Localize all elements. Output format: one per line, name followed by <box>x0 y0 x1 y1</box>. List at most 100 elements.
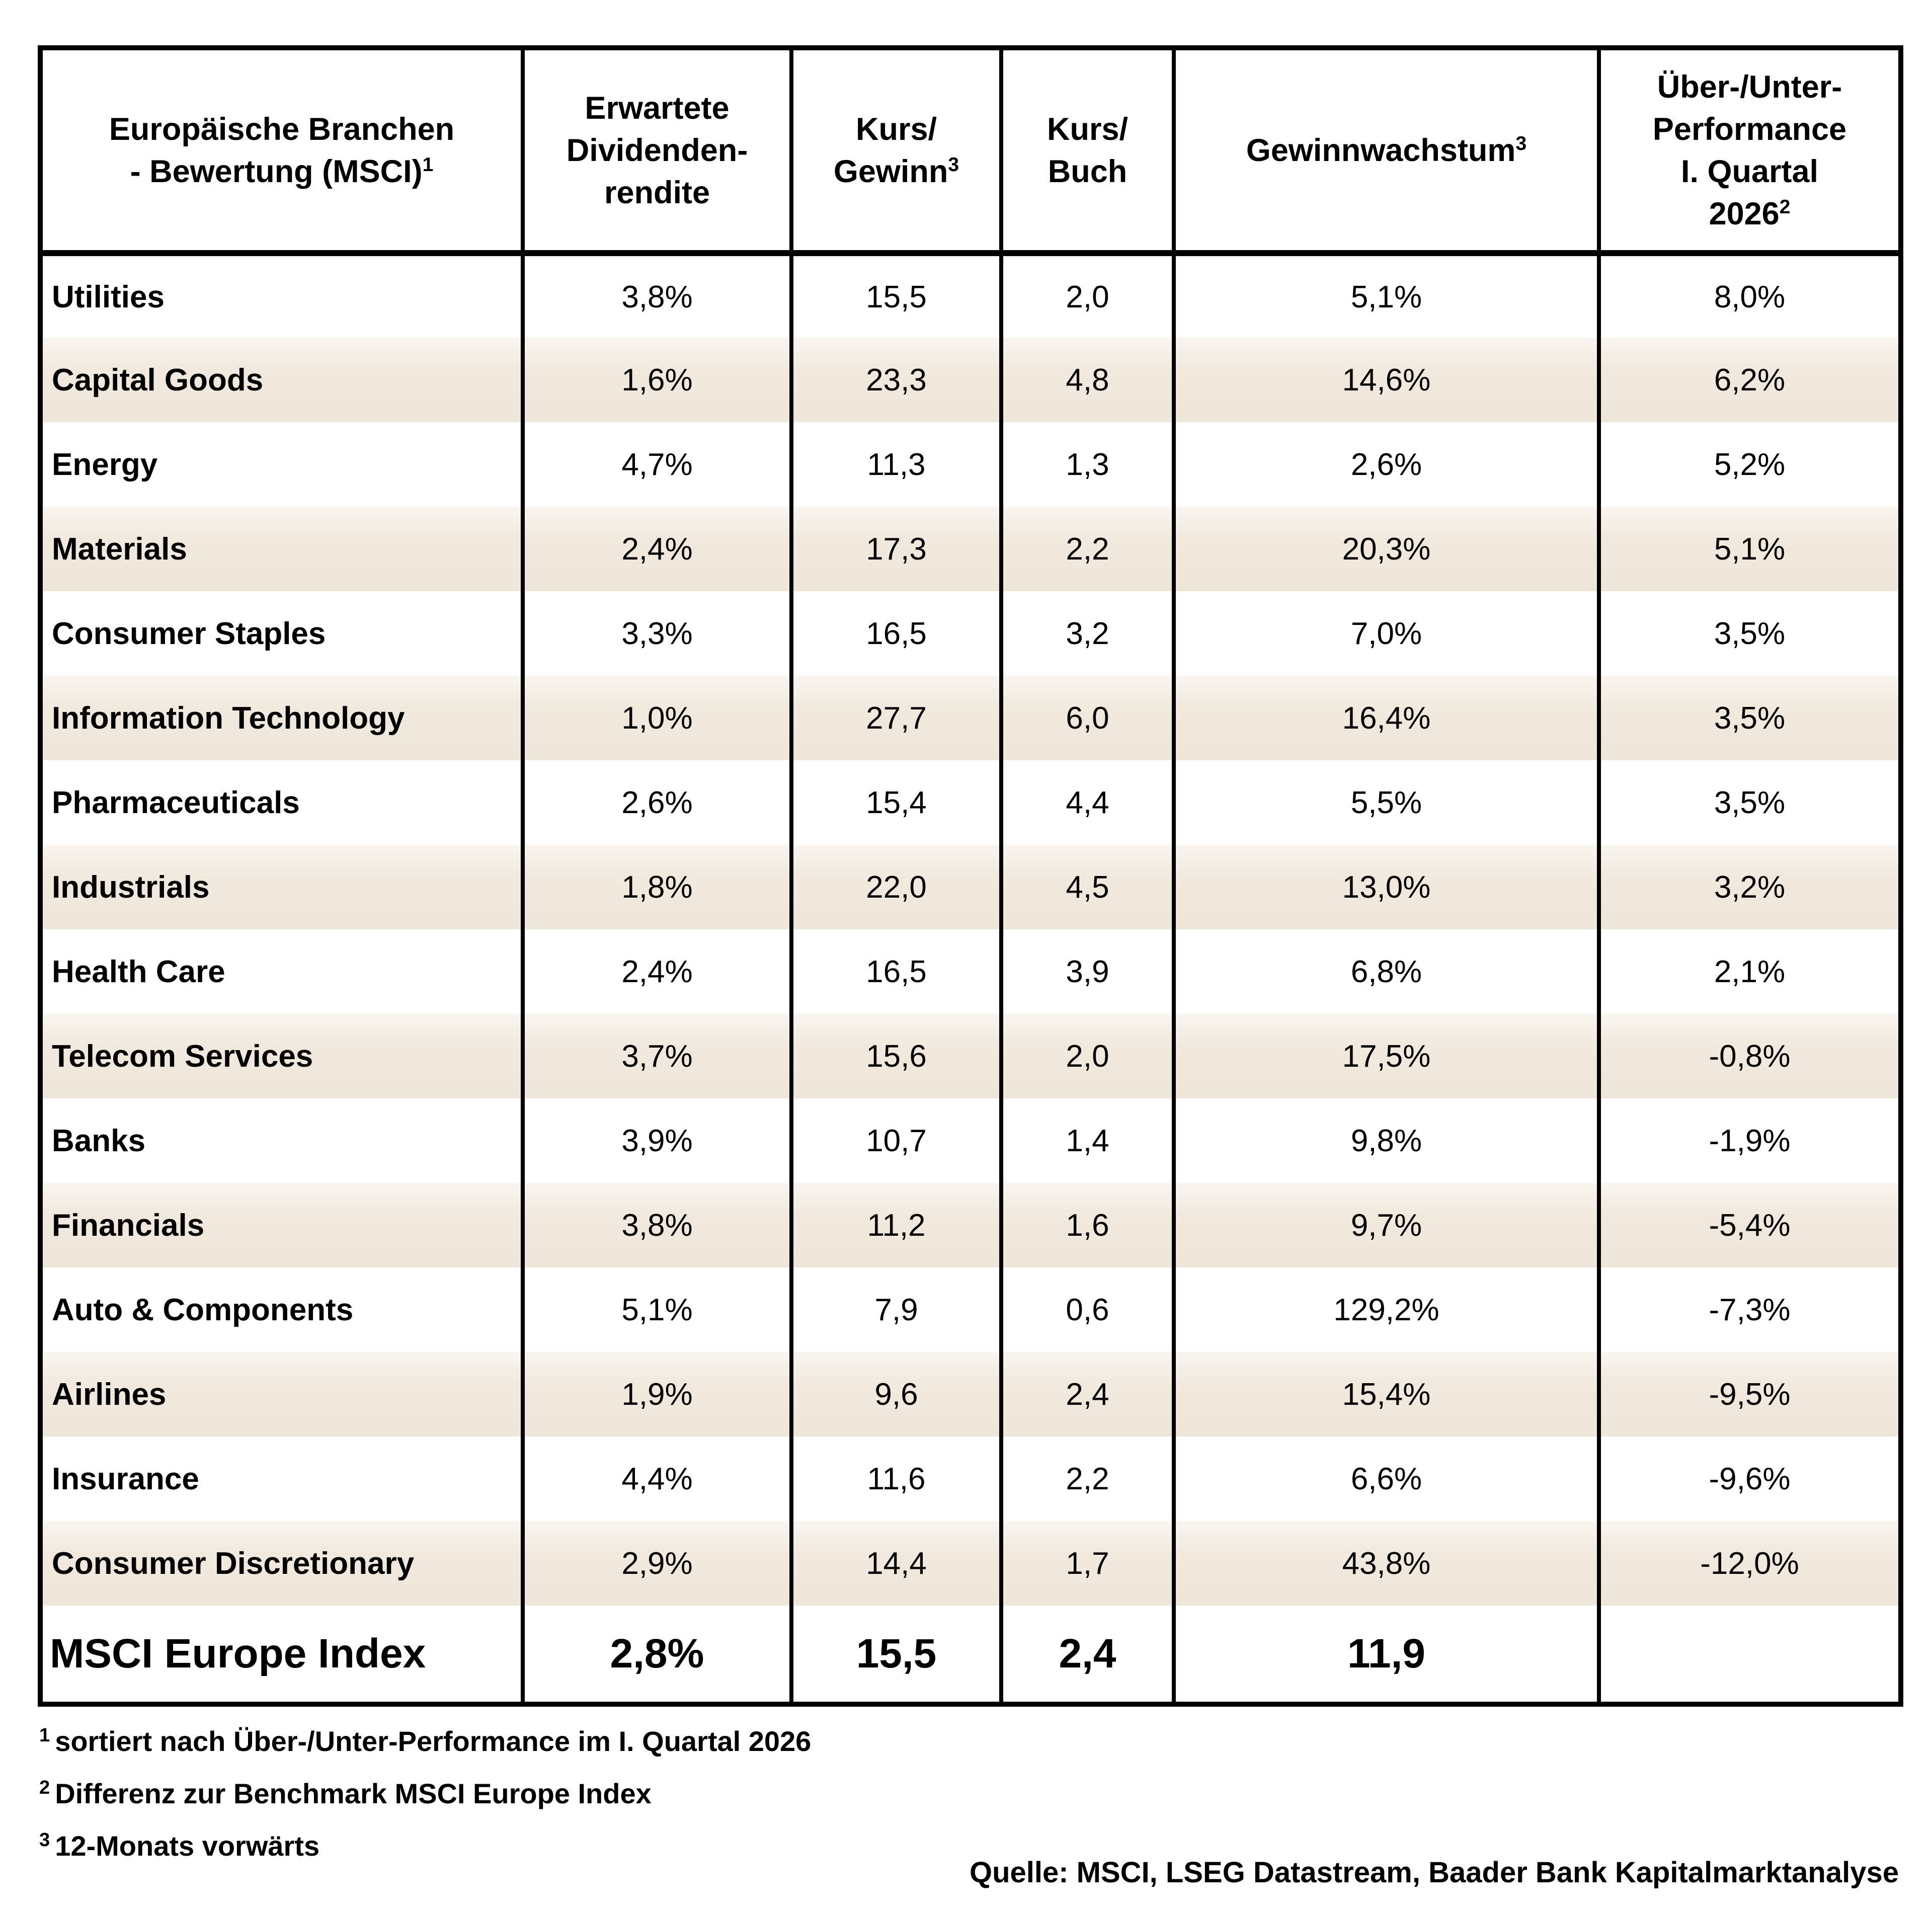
sector-cell: Consumer Discretionary <box>40 1521 523 1606</box>
value-cell: 10,7 <box>789 1098 1001 1183</box>
value-cell: 15,6 <box>789 1014 1001 1098</box>
footnote-marker: 1 <box>422 154 434 176</box>
table-row: Insurance 4,4% 11,6 2,2 6,6% -9,6% <box>40 1437 1901 1521</box>
sector-cell: Energy <box>52 447 158 482</box>
header-row: Europäische Branchen - Bewertung (MSCI)1 E… <box>40 48 1901 256</box>
table-row: Consumer Discretionary 2,9% 14,4 1,7 43,8% -1… <box>40 1521 1901 1606</box>
sector-cell: Insurance <box>52 1461 199 1496</box>
sector-cell: Telecom Services <box>40 1014 523 1098</box>
header-cell-4: Gewinnwachstum3 <box>1172 48 1599 256</box>
source-line: Quelle: MSCI, LSEG Datastream, Baader Ba… <box>969 1856 1899 1889</box>
footnote-2: 2 Differenz zur Benchmark MSCI Europe Ind… <box>39 1777 811 1810</box>
value-cell: 9,6 <box>789 1352 1001 1437</box>
value-cell: 129,2% <box>1172 1267 1599 1352</box>
table-row: Materials 2,4% 17,3 2,2 20,3% 5,1% <box>40 507 1901 591</box>
value-cell: -7,3% <box>1597 1267 1901 1352</box>
value-cell: 2,9% <box>521 1521 791 1606</box>
table-row: Consumer Staples 3,3% 16,5 3,2 7,0% 3,5% <box>40 591 1901 676</box>
sector-cell: Capital Goods <box>40 338 523 422</box>
sector-cell: Airlines <box>40 1352 523 1437</box>
value-cell: 3,5% <box>1597 591 1901 676</box>
table-row: Information Technology 1,0% 27,7 6,0 16,4% 3,… <box>40 676 1901 760</box>
value-cell: 15,5 <box>789 253 1001 338</box>
value-cell: 6,6% <box>1172 1437 1599 1521</box>
value-cell: 15,4% <box>1172 1352 1599 1437</box>
value-cell: 2,6% <box>521 760 791 845</box>
value-cell: 9,7% <box>1172 1183 1599 1267</box>
table-row: Banks 3,9% 10,7 1,4 9,8% -1,9% <box>40 1098 1901 1183</box>
footnotes: 1 sortiert nach Über-/Unter-Performance i… <box>39 1725 811 1882</box>
value-cell: 2,1% <box>1597 929 1901 1014</box>
value-cell: 1,9% <box>521 1352 791 1437</box>
sector-cell: Information Technology <box>40 676 523 760</box>
sector-valuation-table: Europäische Branchen - Bewertung (MSCI)1 E… <box>38 45 1903 1707</box>
value-cell: 0,6 <box>999 1267 1174 1352</box>
value-cell: 2,2 <box>999 1437 1174 1521</box>
value-cell: 13,0% <box>1172 845 1599 929</box>
value-cell: 23,3 <box>789 338 1001 422</box>
value-cell: 5,2% <box>1597 422 1901 507</box>
value-cell: 22,0 <box>789 845 1001 929</box>
value-cell: -9,6% <box>1597 1437 1901 1521</box>
value-cell: 4,4 <box>999 760 1174 845</box>
header-cell-0: Europäische Branchen - Bewertung (MSCI)1 <box>40 48 523 256</box>
value-cell: 3,5% <box>1597 676 1901 760</box>
value-cell: 5,5% <box>1172 760 1599 845</box>
value-cell: 5,1% <box>1597 507 1901 591</box>
value-cell: 1,7 <box>999 1521 1174 1606</box>
value-cell: 1,8% <box>521 845 791 929</box>
footnote-text: sortiert nach Über-/Unter-Performance im… <box>55 1725 812 1757</box>
table-row: Utilities 3,8% 15,5 2,0 5,1% 8,0% <box>40 253 1901 338</box>
value-cell: 11,9 <box>1172 1606 1599 1704</box>
footnote-marker: 3 <box>1515 133 1527 155</box>
footnote-text: 12-Monats vorwärts <box>55 1830 320 1862</box>
table-row: Health Care 2,4% 16,5 3,9 6,8% 2,1% <box>40 929 1901 1014</box>
value-cell: 3,2% <box>1597 845 1901 929</box>
value-cell: 2,4 <box>999 1352 1174 1437</box>
table-row: Auto & Components 5,1% 7,9 0,6 129,2% -7,3% <box>40 1267 1901 1352</box>
value-cell: 17,3 <box>789 507 1001 591</box>
value-cell: 6,2% <box>1597 338 1901 422</box>
header-cell-2: Kurs/Gewinn3 <box>789 48 1001 256</box>
footnote-number: 3 <box>39 1829 50 1851</box>
table-row: Industrials 1,8% 22,0 4,5 13,0% 3,2% <box>40 845 1901 929</box>
value-cell: 16,4% <box>1172 676 1599 760</box>
footnote-1: 1 sortiert nach Über-/Unter-Performance i… <box>39 1725 811 1758</box>
sector-cell: Health Care <box>52 954 225 989</box>
value-cell: 11,3 <box>789 422 1001 507</box>
value-cell: 7,9 <box>789 1267 1001 1352</box>
footnote-number: 2 <box>39 1777 50 1798</box>
sector-cell: Materials <box>40 507 523 591</box>
footnote-marker: 2 <box>1779 196 1791 218</box>
value-cell: 9,8% <box>1172 1098 1599 1183</box>
value-cell: 2,4 <box>999 1606 1174 1704</box>
value-cell: -5,4% <box>1597 1183 1901 1267</box>
value-cell: 15,5 <box>789 1606 1001 1704</box>
value-cell: 4,4% <box>521 1437 791 1521</box>
value-cell: 1,0% <box>521 676 791 760</box>
value-cell: 11,2 <box>789 1183 1001 1267</box>
value-cell: 11,6 <box>789 1437 1001 1521</box>
value-cell: 6,8% <box>1172 929 1599 1014</box>
value-cell: 2,0 <box>999 1014 1174 1098</box>
table-row: Telecom Services 3,7% 15,6 2,0 17,5% -0,8% <box>40 1014 1901 1098</box>
table-body: Utilities 3,8% 15,5 2,0 5,1% 8,0% Capital Good… <box>40 253 1901 1704</box>
value-cell: 2,0 <box>999 253 1174 338</box>
value-cell: 1,4 <box>999 1098 1174 1183</box>
table-row: Pharmaceuticals 2,6% 15,4 4,4 5,5% 3,5% <box>40 760 1901 845</box>
value-cell: 5,1% <box>1172 253 1599 338</box>
table-row: Capital Goods 1,6% 23,3 4,8 14,6% 6,2% <box>40 338 1901 422</box>
header-cell-5: Über-/Unter- Performance I. Quartal 20262 <box>1597 48 1901 256</box>
value-cell: 3,9% <box>521 1098 791 1183</box>
value-cell: 5,1% <box>521 1267 791 1352</box>
value-cell <box>1597 1606 1901 1704</box>
value-cell: -12,0% <box>1597 1521 1901 1606</box>
sector-cell: Consumer Staples <box>52 616 326 651</box>
value-cell: -0,8% <box>1597 1014 1901 1098</box>
value-cell: 3,8% <box>521 253 791 338</box>
value-cell: 3,3% <box>521 591 791 676</box>
value-cell: 16,5 <box>789 591 1001 676</box>
sector-cell: Financials <box>40 1183 523 1267</box>
value-cell: -1,9% <box>1597 1098 1901 1183</box>
